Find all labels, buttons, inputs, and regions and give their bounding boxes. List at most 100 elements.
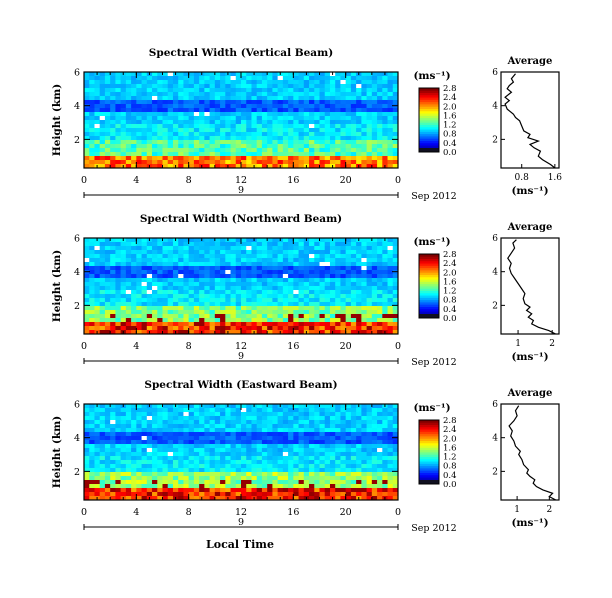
colorbar-segment — [419, 267, 439, 271]
heatmap-cell — [214, 322, 221, 327]
heatmap-cell — [199, 100, 205, 105]
heatmap-cell — [188, 148, 195, 153]
heatmap-cell — [366, 156, 373, 161]
heatmap-cell — [309, 302, 315, 307]
heatmap-cell — [172, 242, 179, 247]
heatmap-cell — [110, 112, 116, 117]
heatmap-cell — [361, 440, 367, 445]
heatmap-cell — [120, 84, 127, 89]
heatmap-cell — [256, 452, 263, 457]
heatmap-cell — [110, 428, 116, 433]
heatmap-cell — [162, 124, 169, 129]
heatmap-cell — [319, 294, 326, 299]
heatmap-cell — [277, 420, 284, 425]
heatmap-cell — [371, 432, 378, 437]
heatmap-cell — [235, 440, 242, 445]
heatmap-cell — [220, 282, 226, 287]
heatmap-cell — [84, 76, 90, 81]
heatmap-cell — [319, 310, 326, 315]
heatmap-cell — [209, 404, 216, 409]
heatmap-cell — [303, 84, 310, 89]
heatmap-cell — [241, 404, 247, 409]
heatmap-cell — [209, 164, 216, 169]
heatmap-cell — [319, 472, 326, 477]
heatmap-cell — [178, 128, 184, 133]
heatmap-cell — [220, 262, 226, 267]
heatmap-cell — [104, 286, 111, 291]
heatmap-cell — [293, 424, 299, 429]
heatmap-cell — [157, 92, 163, 97]
heatmap-cell — [99, 428, 106, 433]
heatmap-cell — [131, 310, 137, 315]
heatmap-cell — [356, 112, 362, 117]
heatmap-cell — [199, 428, 205, 433]
heatmap-cell — [225, 88, 231, 93]
heatmap-cell — [314, 298, 320, 303]
heatmap-cell — [324, 274, 331, 279]
heatmap-cell — [329, 306, 336, 311]
heatmap-cell — [303, 156, 310, 161]
heatmap-cell — [193, 436, 200, 441]
heatmap-cell — [193, 164, 200, 169]
heatmap-cell — [209, 72, 216, 77]
heatmap-cell — [246, 302, 252, 307]
heatmap-cell — [329, 460, 336, 465]
heatmap-cell — [382, 302, 388, 307]
heatmap-cell — [204, 140, 210, 145]
heatmap-cell — [303, 250, 310, 255]
heatmap-cell — [125, 128, 132, 133]
heatmap-cell — [204, 294, 210, 299]
heatmap-cell — [282, 452, 289, 457]
heatmap-cell — [172, 476, 179, 481]
heatmap-cell — [256, 408, 263, 413]
heatmap-cell — [371, 428, 378, 433]
heatmap-cell — [136, 452, 142, 457]
heatmap-cell — [131, 488, 137, 493]
heatmap-cell — [288, 164, 294, 169]
colorbar-segment — [419, 438, 439, 441]
heatmap-cell — [214, 408, 221, 413]
heatmap-cell — [167, 448, 174, 453]
heatmap-cell — [298, 484, 305, 489]
heatmap-cell — [199, 306, 205, 311]
heatmap-cell — [293, 242, 299, 247]
heatmap-cell — [261, 432, 268, 437]
heatmap-cell — [204, 286, 210, 291]
heatmap-cell — [256, 302, 263, 307]
heatmap-cell — [99, 250, 106, 255]
heatmap-cell — [204, 420, 210, 425]
heatmap-cell — [345, 96, 352, 101]
heatmap-cell — [314, 152, 320, 157]
heatmap-cell — [84, 120, 90, 125]
heatmap-cell — [256, 108, 263, 113]
heatmap-cell — [136, 412, 142, 417]
heatmap-cell — [277, 100, 284, 105]
heatmap-cell — [172, 440, 179, 445]
heatmap-cell — [256, 72, 263, 77]
heatmap-cell — [392, 322, 399, 327]
heatmap-cell — [387, 484, 394, 489]
heatmap-cell — [261, 112, 268, 117]
heatmap-cell — [293, 436, 299, 441]
heatmap-cell — [162, 136, 169, 141]
heatmap-cell — [261, 496, 268, 501]
heatmap-cell — [104, 488, 111, 493]
heatmap-cell — [340, 92, 346, 97]
heatmap-cell — [204, 476, 210, 481]
heatmap-cell — [267, 408, 273, 413]
heatmap-cell — [146, 148, 153, 153]
y-tick-label: 6 — [74, 234, 80, 245]
heatmap-cell — [141, 144, 148, 149]
heatmap-cell — [361, 152, 367, 157]
heatmap-cell — [157, 476, 163, 481]
heatmap-cell — [136, 444, 142, 449]
heatmap-cell — [361, 404, 367, 409]
heatmap-cell — [84, 452, 90, 457]
heatmap-cell — [382, 92, 388, 97]
heatmap-cell — [157, 164, 163, 169]
heatmap-cell — [220, 322, 226, 327]
heatmap-cell — [251, 156, 257, 161]
profile-frame — [500, 403, 560, 501]
heatmap-cell — [89, 160, 95, 165]
heatmap-cell — [256, 136, 263, 141]
